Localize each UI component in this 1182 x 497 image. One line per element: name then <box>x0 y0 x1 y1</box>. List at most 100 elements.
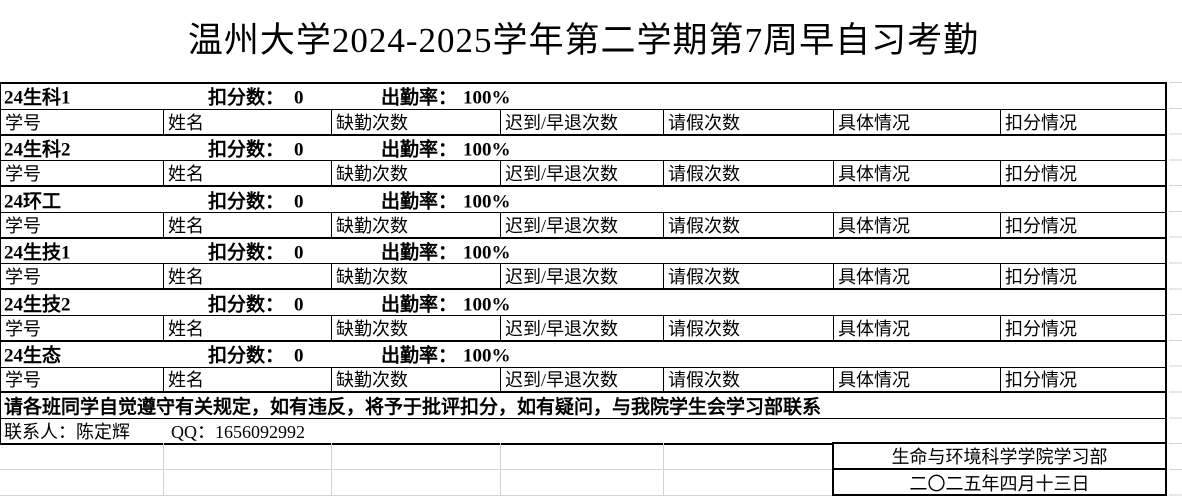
group-header-row: 24环工 扣分数： 0 出勤率： 100% <box>1 187 1165 213</box>
attendance-rate: 出勤率： 100% <box>381 341 511 368</box>
deduction-label: 扣分数： <box>208 242 285 264</box>
deduction-value: 0 <box>294 294 304 316</box>
class-name: 24生科2 <box>4 139 71 161</box>
column-header-details: 具体情况 <box>834 264 1001 289</box>
class-name: 24生技2 <box>4 294 71 316</box>
column-header-deductions: 扣分情况 <box>1005 267 1077 288</box>
column-header-row: 学号 姓名 缺勤次数 迟到/早退次数 请假次数 具体情况 扣分情况 <box>1 161 1165 188</box>
column-header-name: 姓名 <box>164 264 332 289</box>
column-header-details: 具体情况 <box>834 212 1001 237</box>
column-header-details: 具体情况 <box>834 367 1001 392</box>
signature-block: 生命与环境科学学院学习部 二〇二五年四月十三日 <box>832 442 1167 496</box>
attendance-rate: 出勤率： 100% <box>381 84 511 110</box>
column-header-late: 迟到/早退次数 <box>501 316 664 340</box>
contact-row: 联系人：陈定辉 QQ：1656092992 <box>1 419 1165 445</box>
column-header-deductions: 扣分情况 <box>1005 318 1077 339</box>
deduction-value: 0 <box>294 242 304 264</box>
column-header-name: 姓名 <box>164 161 332 186</box>
gridline-strip <box>1169 82 1182 496</box>
column-header-leave: 请假次数 <box>664 367 834 392</box>
class-name: 24生技1 <box>4 242 71 264</box>
group-header-row: 24生态 扣分数： 0 出勤率： 100% <box>1 342 1165 368</box>
attendance-value: 100% <box>463 139 511 161</box>
attendance-table: 24生科1 扣分数： 0 出勤率： 100% 学号 姓名 缺勤次数 迟到/早退次数 … <box>0 82 1167 445</box>
contact-person: 联系人：陈定辉 <box>4 422 130 443</box>
group-header-row: 24生科1 扣分数： 0 出勤率： 100% <box>1 84 1165 110</box>
deduction-score: 扣分数： 0 <box>208 134 304 161</box>
attendance-value: 100% <box>463 294 511 316</box>
column-header-absences: 缺勤次数 <box>332 161 501 186</box>
column-header-details: 具体情况 <box>834 109 1001 134</box>
deduction-score: 扣分数： 0 <box>208 186 304 213</box>
column-header-leave: 请假次数 <box>664 264 834 289</box>
attendance-value: 100% <box>463 191 511 213</box>
column-header-late: 迟到/早退次数 <box>501 161 664 186</box>
column-header-absences: 缺勤次数 <box>332 316 501 340</box>
deduction-score: 扣分数： 0 <box>208 84 304 110</box>
column-header-late: 迟到/早退次数 <box>501 264 664 289</box>
column-header-absences: 缺勤次数 <box>332 367 501 392</box>
class-name: 24生科1 <box>4 87 71 109</box>
notice-row: 请各班同学自觉遵守有关规定，如有违反，将予于批评扣分，如有疑问，与我院学生会学习… <box>1 393 1165 420</box>
column-header-absences: 缺勤次数 <box>332 264 501 289</box>
column-header-student-id: 学号 <box>1 264 164 289</box>
column-header-details: 具体情况 <box>834 161 1001 186</box>
column-header-name: 姓名 <box>164 212 332 237</box>
gridline-horizontal <box>0 495 832 496</box>
signature-date: 二〇二五年四月十三日 <box>909 474 1090 494</box>
attendance-value: 100% <box>463 345 511 367</box>
column-header-student-id: 学号 <box>1 212 164 237</box>
attendance-value: 100% <box>463 87 511 109</box>
attendance-value: 100% <box>463 242 511 264</box>
class-name: 24生态 <box>4 345 62 367</box>
column-header-leave: 请假次数 <box>664 316 834 340</box>
deduction-score: 扣分数： 0 <box>208 341 304 368</box>
class-name: 24环工 <box>4 191 62 213</box>
column-header-row: 学号 姓名 缺勤次数 迟到/早退次数 请假次数 具体情况 扣分情况 <box>1 212 1165 239</box>
group-header-row: 24生技1 扣分数： 0 出勤率： 100% <box>1 239 1165 265</box>
attendance-rate: 出勤率： 100% <box>381 289 511 316</box>
attendance-label: 出勤率： <box>381 242 458 264</box>
column-header-name: 姓名 <box>164 316 332 340</box>
column-header-row: 学号 姓名 缺勤次数 迟到/早退次数 请假次数 具体情况 扣分情况 <box>1 109 1165 136</box>
column-header-leave: 请假次数 <box>664 109 834 134</box>
deduction-score: 扣分数： 0 <box>208 238 304 265</box>
deduction-score: 扣分数： 0 <box>208 289 304 316</box>
column-header-row: 学号 姓名 缺勤次数 迟到/早退次数 请假次数 具体情况 扣分情况 <box>1 264 1165 291</box>
deduction-value: 0 <box>294 191 304 213</box>
deduction-label: 扣分数： <box>208 191 285 213</box>
attendance-label: 出勤率： <box>381 345 458 367</box>
contact-qq: QQ：1656092992 <box>171 422 305 443</box>
column-header-absences: 缺勤次数 <box>332 212 501 237</box>
column-header-student-id: 学号 <box>1 161 164 186</box>
attendance-label: 出勤率： <box>381 87 458 109</box>
column-header-deductions: 扣分情况 <box>1005 112 1077 133</box>
column-header-late: 迟到/早退次数 <box>501 367 664 392</box>
attendance-label: 出勤率： <box>381 139 458 161</box>
attendance-rate: 出勤率： 100% <box>381 134 511 161</box>
column-header-student-id: 学号 <box>1 109 164 134</box>
column-header-leave: 请假次数 <box>664 161 834 186</box>
deduction-label: 扣分数： <box>208 294 285 316</box>
column-header-late: 迟到/早退次数 <box>501 212 664 237</box>
notice-text: 请各班同学自觉遵守有关规定，如有违反，将予于批评扣分，如有疑问，与我院学生会学习… <box>4 397 822 419</box>
deduction-value: 0 <box>294 345 304 367</box>
signature-department: 生命与环境科学学院学习部 <box>834 444 1165 470</box>
column-header-deductions: 扣分情况 <box>1005 215 1077 236</box>
deduction-label: 扣分数： <box>208 139 285 161</box>
column-header-name: 姓名 <box>164 109 332 134</box>
attendance-rate: 出勤率： 100% <box>381 186 511 213</box>
column-header-deductions: 扣分情况 <box>1005 164 1077 185</box>
group-header-row: 24生科2 扣分数： 0 出勤率： 100% <box>1 136 1165 162</box>
deduction-label: 扣分数： <box>208 345 285 367</box>
column-header-leave: 请假次数 <box>664 212 834 237</box>
column-header-student-id: 学号 <box>1 316 164 340</box>
column-header-name: 姓名 <box>164 367 332 392</box>
deduction-label: 扣分数： <box>208 87 285 109</box>
attendance-label: 出勤率： <box>381 191 458 213</box>
column-header-absences: 缺勤次数 <box>332 109 501 134</box>
column-header-details: 具体情况 <box>834 316 1001 340</box>
column-header-row: 学号 姓名 缺勤次数 迟到/早退次数 请假次数 具体情况 扣分情况 <box>1 367 1165 394</box>
gridline-horizontal <box>0 469 832 470</box>
